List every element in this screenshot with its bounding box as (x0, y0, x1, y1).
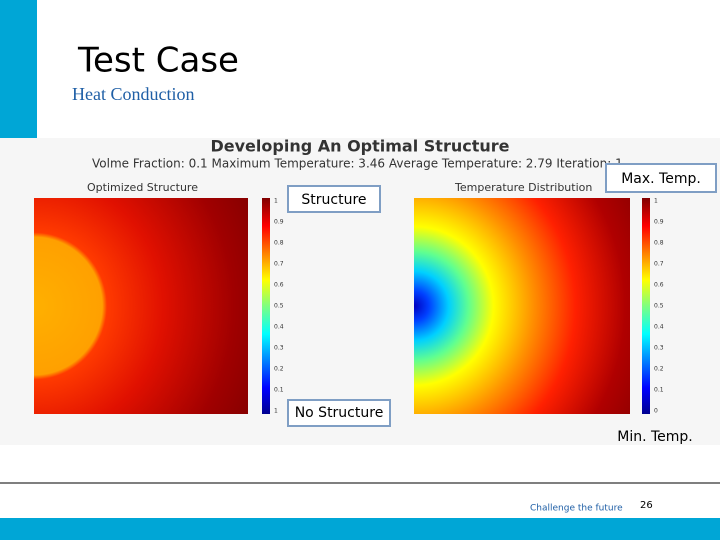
colorbar (262, 198, 270, 414)
colorbar-tick-label: 0.7 (654, 261, 664, 268)
colorbar (642, 198, 650, 414)
panel-title: Temperature Distribution (454, 181, 592, 194)
callout-box (605, 163, 717, 193)
callout: Min. Temp. (617, 429, 693, 445)
figure-info: Volme Fraction: 0.1 Maximum Temperature:… (92, 157, 623, 171)
title: Test Case (77, 41, 239, 81)
colorbar-tick-label: 0.2 (274, 366, 284, 373)
tagline: Challenge the future (530, 504, 623, 514)
colorbar-tick-label: 0.5 (654, 303, 664, 310)
panel-title: Optimized Structure (87, 181, 198, 194)
colorbar-tick-label: 0.5 (274, 303, 284, 310)
colorbar-tick-label: 0.6 (654, 282, 664, 289)
footer-bar (0, 518, 720, 540)
callout-box (287, 185, 381, 213)
callout-box (287, 399, 391, 427)
colorbar-tick-label: 0.7 (274, 261, 284, 268)
accent-bar (0, 0, 37, 138)
heatmap (414, 198, 630, 414)
colorbar-tick-label: 0.6 (274, 282, 284, 289)
subtitle: Heat Conduction (72, 84, 194, 104)
figure-title: Developing An Optimal Structure (210, 137, 509, 156)
heatmap (34, 198, 248, 414)
callout: Max. Temp. (621, 171, 701, 187)
colorbar-tick-label: 1 (274, 408, 278, 415)
callout: No Structure (295, 405, 384, 421)
colorbar-tick-label: 0.8 (274, 240, 284, 247)
colorbar-tick-label: 0.4 (274, 324, 284, 331)
colorbar-tick-label: 0.1 (274, 387, 284, 394)
colorbar-tick-label: 0 (654, 408, 658, 415)
colorbar-tick-label: 0.4 (654, 324, 664, 331)
colorbar-tick-label: 0.1 (654, 387, 664, 394)
colorbar-tick-label: 0.3 (274, 345, 284, 352)
colorbar-tick-label: 1 (654, 198, 658, 205)
colorbar-tick-label: 0.2 (654, 366, 664, 373)
colorbar-tick-label: 0.8 (654, 240, 664, 247)
colorbar-tick-label: 0.9 (274, 219, 284, 226)
colorbar-tick-label: 0.9 (654, 219, 664, 226)
colorbar-tick-label: 1 (274, 198, 278, 205)
colorbar-tick-label: 0.3 (654, 345, 664, 352)
callout: Structure (301, 192, 366, 208)
page-number: 26 (640, 500, 653, 511)
